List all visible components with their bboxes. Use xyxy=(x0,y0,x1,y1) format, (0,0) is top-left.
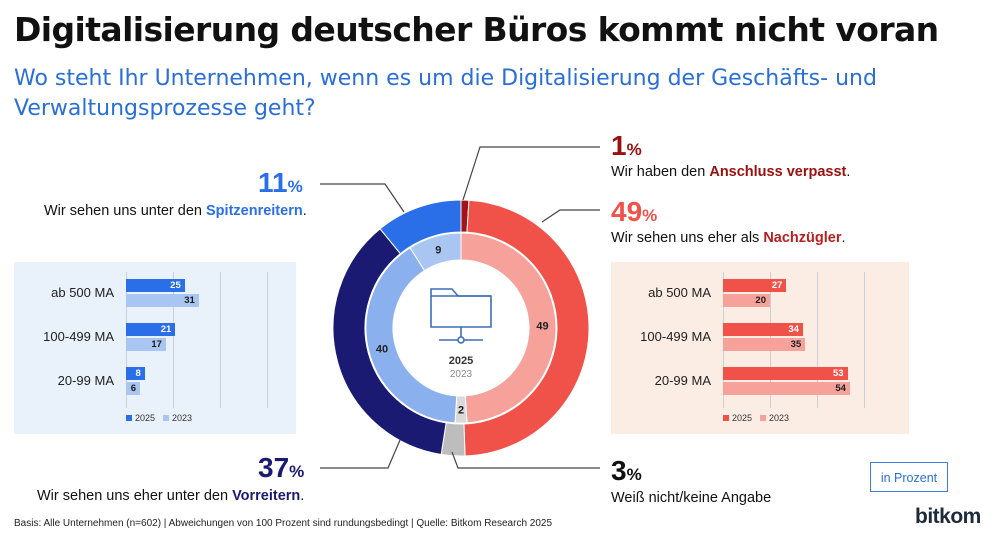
right-chart-bar-2023: 54 xyxy=(723,382,850,395)
right-chart-bar-value: 35 xyxy=(790,339,802,350)
leader-line-weissnicht xyxy=(451,451,600,469)
center-year-current: 2025 xyxy=(449,355,473,367)
callout-anschluss-value: 1% xyxy=(611,130,642,161)
callout-nachzuegler-label: Wir sehen uns eher als Nachzügler. xyxy=(611,230,846,246)
left-chart-gridline-3 xyxy=(267,272,268,408)
left-chart-legend-item: 2023 xyxy=(163,413,192,423)
left-chart-gridline-1 xyxy=(173,272,174,408)
callout-nachzuegler-value: 49% xyxy=(611,196,658,227)
callout-vorreiter-label: Wir sehen uns eher unter den Vorreitern. xyxy=(37,488,305,504)
page-title: Digitalisierung deutscher Büros kommt ni… xyxy=(14,10,939,49)
leader-line-spitzenreiter xyxy=(320,183,405,213)
bitkom-logo: bitkom xyxy=(915,505,981,528)
left-chart-legend-item: 2025 xyxy=(126,413,155,423)
right-chart-legend: 2025 2023 xyxy=(723,413,797,423)
callout-vorreiter-value: 37% xyxy=(258,452,305,483)
left-chart-legend-swatch xyxy=(163,415,170,421)
right-chart-bar-value: 20 xyxy=(755,295,766,306)
right-chart-category-label: 100-499 MA xyxy=(640,329,711,344)
outer-ring-slice-4 xyxy=(379,199,462,255)
right-chart-bar-value: 53 xyxy=(832,368,844,379)
right-chart-bar-2023: 20 xyxy=(723,294,770,307)
left-chart-category-label: 20-99 MA xyxy=(57,373,114,388)
left-chart-bar-2025: 8 xyxy=(126,367,145,380)
leader-line-anschluss xyxy=(462,146,600,201)
right-chart-bar-value: 54 xyxy=(835,383,846,394)
left-chart-legend-swatch xyxy=(126,415,132,421)
left-chart-category-label: ab 500 MA xyxy=(51,285,114,300)
right-chart-bar-2025: 53 xyxy=(723,367,848,380)
center-year-previous: 2023 xyxy=(450,369,473,380)
footer-source: Basis: Alle Unternehmen (n=602) | Abweic… xyxy=(14,518,553,529)
right-chart-legend-item: 2025 xyxy=(723,413,752,423)
folder-network-icon xyxy=(430,288,492,344)
callout-weissnicht-label: Weiß nicht/keine Angabe xyxy=(611,490,772,506)
left-chart-legend: 2025 2023 xyxy=(126,413,200,423)
right-chart-legend-item: 2023 xyxy=(760,413,789,423)
bar-chart-spitzenreiter-panel: ab 500 MA 25 31 100-499 MA 21 17 20-99 MA 8 6 202… xyxy=(14,262,296,434)
inner-ring-label-2: 2 xyxy=(458,405,464,417)
right-chart-legend-swatch xyxy=(723,415,729,421)
leader-line-nachzuegler xyxy=(541,209,600,223)
left-chart-bar-2023: 6 xyxy=(126,382,141,395)
donut-chart: 49 2 40 9 2025 2023 xyxy=(332,199,590,457)
left-chart-bar-value: 25 xyxy=(170,280,181,291)
left-chart-bar-value: 8 xyxy=(135,368,141,379)
callout-spitzenreiter-value: 11% xyxy=(258,167,303,198)
inner-ring-slice-3 xyxy=(365,247,458,424)
inner-ring-label-3: 40 xyxy=(376,343,388,355)
left-chart-gridline-2 xyxy=(220,272,221,408)
left-chart-bar-2023: 31 xyxy=(126,294,199,307)
right-chart-bar-value: 34 xyxy=(788,324,799,335)
right-chart-bar-2025: 27 xyxy=(723,279,787,292)
callout-weissnicht-value: 3% xyxy=(611,455,642,486)
right-chart-legend-swatch xyxy=(760,415,767,421)
right-chart-bar-2025: 34 xyxy=(723,323,803,336)
left-chart-bar-value: 21 xyxy=(160,324,172,335)
outer-ring-slice-1 xyxy=(463,199,590,457)
left-chart-bar-value: 6 xyxy=(130,383,137,394)
callout-spitzenreiter-label: Wir sehen uns unter den Spitzenreitern. xyxy=(44,203,307,219)
right-chart-gridline-3 xyxy=(864,272,865,408)
leader-line-vorreiter xyxy=(320,439,401,469)
inner-ring-slice-4 xyxy=(409,232,462,272)
page-subtitle: Wo steht Ihr Unternehmen, wenn es um die… xyxy=(14,66,877,121)
left-chart-bar-value: 31 xyxy=(184,295,195,306)
right-chart-bar-2023: 35 xyxy=(723,338,806,351)
left-chart-bar-2023: 17 xyxy=(126,338,166,351)
right-chart-category-label: 20-99 MA xyxy=(654,373,711,388)
right-chart-category-label: ab 500 MA xyxy=(648,285,711,300)
callout-anschluss-label: Wir haben den Anschluss verpasst. xyxy=(611,164,851,180)
right-chart-bar-value: 27 xyxy=(771,280,783,291)
left-chart-bar-2025: 21 xyxy=(126,323,176,336)
unit-label-box: in Prozent xyxy=(870,462,948,492)
left-chart-bar-value: 17 xyxy=(151,339,162,350)
inner-ring-slice-1 xyxy=(460,232,557,424)
left-chart-category-label: 100-499 MA xyxy=(43,329,114,344)
inner-ring-label-1: 49 xyxy=(536,320,548,332)
right-chart-gridline-2 xyxy=(817,272,818,408)
left-chart-bar-2025: 25 xyxy=(126,279,185,292)
bar-chart-nachzuegler-panel: ab 500 MA 27 20 100-499 MA 34 35 20-99 MA 53 54 2… xyxy=(611,262,909,434)
inner-ring-label-4: 9 xyxy=(435,245,441,257)
